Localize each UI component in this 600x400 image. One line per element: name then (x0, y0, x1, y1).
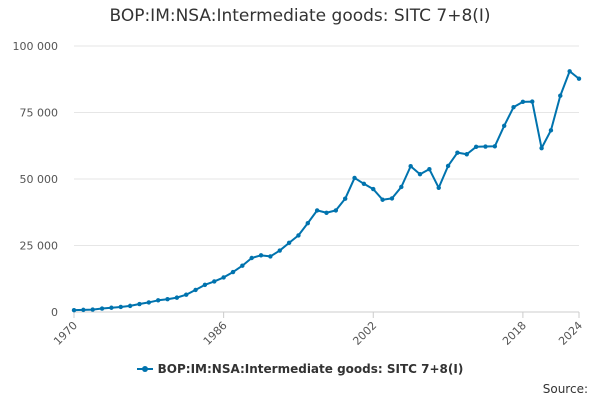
data-point[interactable] (90, 307, 95, 312)
y-tick-label: 25 000 (20, 240, 59, 253)
source-label: Source: (542, 382, 588, 396)
data-point[interactable] (184, 292, 189, 297)
data-point[interactable] (501, 123, 507, 128)
data-point[interactable] (127, 303, 133, 309)
data-point[interactable] (155, 298, 161, 303)
data-point[interactable] (352, 175, 357, 181)
x-tick-label: 2018 (500, 319, 529, 348)
data-point[interactable] (333, 208, 339, 213)
x-tick-label: 1986 (201, 319, 230, 348)
data-point[interactable] (539, 145, 544, 151)
data-point[interactable] (324, 210, 329, 215)
y-tick-label: 50 000 (20, 173, 59, 186)
data-point[interactable] (436, 185, 441, 190)
data-point[interactable] (389, 196, 395, 201)
x-tick-label: 1970 (51, 319, 80, 348)
data-point[interactable] (530, 99, 535, 104)
data-point[interactable] (230, 269, 236, 275)
x-tick-label: 2002 (350, 319, 379, 348)
data-point[interactable] (314, 208, 320, 213)
data-point[interactable] (146, 300, 152, 305)
data-point[interactable] (240, 263, 245, 268)
legend-line-icon (136, 364, 153, 374)
data-point[interactable] (399, 184, 404, 190)
grid-lines (74, 45, 579, 246)
data-point[interactable] (455, 150, 460, 155)
data-point[interactable] (258, 253, 264, 258)
data-point[interactable] (445, 163, 451, 169)
data-point[interactable] (212, 279, 217, 284)
data-point[interactable] (249, 255, 254, 261)
y-tick-label: 0 (51, 306, 58, 319)
data-point[interactable] (483, 144, 488, 149)
data-point[interactable] (174, 295, 180, 300)
data-point[interactable] (137, 301, 142, 307)
data-point[interactable] (548, 128, 554, 133)
data-point[interactable] (380, 197, 385, 202)
y-tick-label: 100 000 (13, 40, 59, 53)
data-point[interactable] (408, 164, 413, 169)
x-tick-label: 2024 (556, 319, 585, 348)
data-point[interactable] (492, 144, 498, 149)
legend-label: BOP:IM:NSA:Intermediate goods: SITC 7+8(… (157, 362, 464, 376)
series-line (73, 70, 580, 312)
axes (73, 311, 580, 318)
data-point[interactable] (99, 306, 105, 311)
data-point[interactable] (473, 144, 479, 150)
data-point[interactable] (286, 240, 292, 246)
chart-title: BOP:IM:NSA:Intermediate goods: SITC 7+8(… (109, 6, 491, 26)
data-point[interactable] (165, 297, 170, 302)
data-point[interactable] (361, 181, 367, 186)
data-point[interactable] (71, 307, 77, 313)
data-point[interactable] (464, 152, 469, 157)
data-point[interactable] (558, 93, 563, 98)
data-points (71, 69, 582, 313)
data-point[interactable] (520, 99, 526, 105)
data-point[interactable] (371, 186, 376, 192)
data-point[interactable] (576, 76, 582, 81)
data-point[interactable] (81, 307, 86, 313)
data-point[interactable] (277, 248, 282, 253)
data-point[interactable] (268, 254, 273, 259)
data-point[interactable] (417, 172, 423, 177)
y-tick-labels: 0 25 000 50 000 75 000 100 000 (13, 40, 59, 319)
data-point[interactable] (305, 220, 310, 226)
data-point[interactable] (296, 233, 301, 238)
data-point[interactable] (193, 287, 198, 293)
data-point[interactable] (118, 304, 123, 310)
data-point[interactable] (202, 282, 208, 288)
data-point[interactable] (343, 196, 348, 201)
data-point[interactable] (109, 305, 114, 310)
legend[interactable]: BOP:IM:NSA:Intermediate goods: SITC 7+8(… (0, 362, 600, 376)
data-point[interactable] (567, 69, 572, 74)
data-point[interactable] (511, 104, 516, 110)
x-tick-labels: 1970 1986 2002 2018 2024 (51, 319, 585, 348)
y-tick-label: 75 000 (20, 107, 59, 120)
data-point[interactable] (427, 166, 432, 172)
data-point[interactable] (221, 275, 226, 280)
series-line-group (73, 70, 580, 312)
